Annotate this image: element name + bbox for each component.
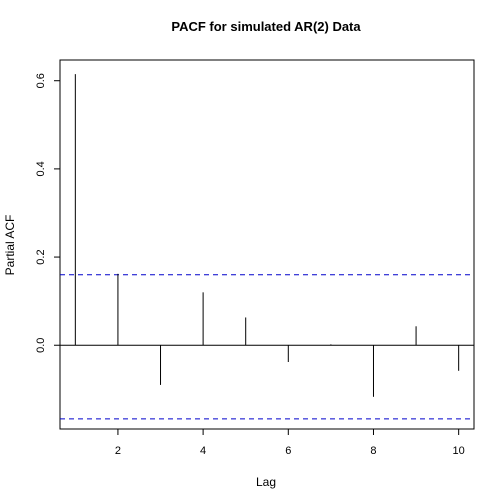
y-tick-label: 0.4 — [35, 161, 47, 176]
y-tick-label: 0.0 — [35, 338, 47, 353]
y-tick-label: 0.2 — [35, 249, 47, 264]
chart-marks — [60, 74, 474, 420]
x-tick-label: 6 — [285, 445, 291, 457]
x-tick-label: 10 — [453, 445, 465, 457]
x-tick-label: 4 — [200, 445, 206, 457]
x-tick-label: 2 — [115, 445, 121, 457]
y-tick-label: 0.6 — [35, 73, 47, 88]
x-axis: 2 4 6 8 10 — [115, 429, 465, 457]
y-axis: 0.0 0.2 0.4 0.6 — [35, 73, 60, 353]
chart-title: PACF for simulated AR(2) Data — [171, 19, 361, 34]
y-axis-label: Partial ACF — [3, 215, 17, 276]
x-tick-label: 8 — [370, 445, 376, 457]
plot-frame — [59, 59, 475, 430]
x-axis-label: Lag — [256, 475, 276, 489]
